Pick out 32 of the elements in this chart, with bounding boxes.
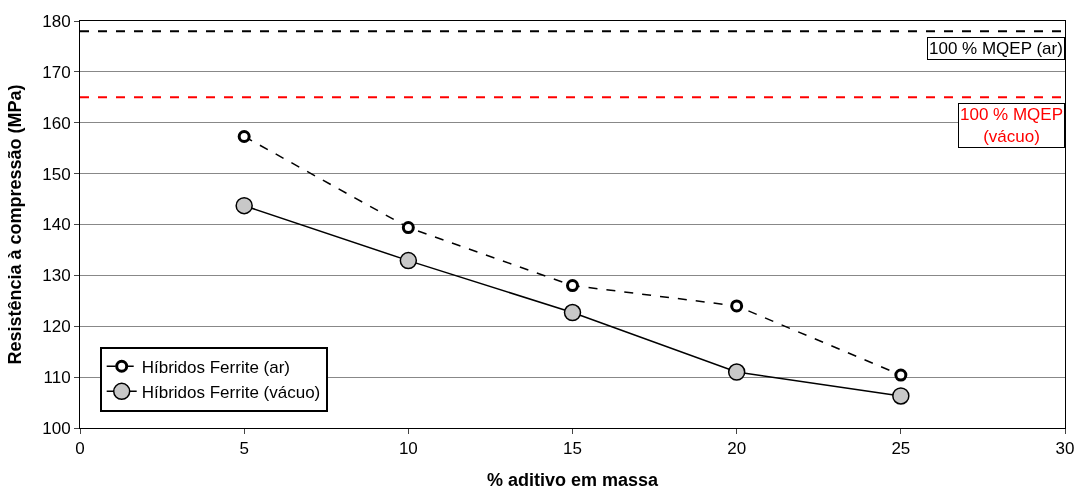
y-tick-label: 150 — [42, 164, 71, 184]
y-tick-label: 180 — [42, 11, 71, 31]
point — [235, 196, 253, 215]
point — [399, 251, 418, 270]
y-tick-label: 170 — [42, 62, 71, 82]
y-tick-label: 130 — [42, 266, 71, 286]
y-tick-label: 100 — [42, 418, 71, 438]
y-tick-label: 110 — [43, 368, 71, 388]
point — [401, 221, 415, 235]
x-tick-label: 5 — [239, 439, 249, 459]
legend-label: Híbridos Ferrite (ar) — [141, 357, 291, 377]
y-tick-label: 160 — [42, 113, 71, 133]
point — [566, 279, 579, 293]
y-tick-label: 140 — [42, 215, 71, 235]
legend-label: Híbridos Ferrite (vácuo) — [141, 383, 321, 402]
x-axis-title: % aditivo em massa — [486, 469, 660, 490]
ref-line-label: 100 % MQEP (ar) — [929, 39, 1063, 58]
y-tick-label: 120 — [42, 317, 71, 337]
x-tick-label: 20 — [727, 439, 747, 459]
point — [727, 363, 746, 381]
x-tick-label: 25 — [891, 439, 911, 459]
point — [892, 387, 910, 405]
point — [237, 129, 251, 143]
point — [894, 368, 908, 382]
x-tick-label: 0 — [75, 439, 85, 459]
y-axis-title: Resistência à compressão (MPa) — [5, 84, 26, 365]
x-tick-label: 10 — [398, 439, 418, 459]
x-tick-label: 15 — [563, 439, 582, 459]
ref-line-label: 100 % MQEP (vácuo) — [960, 105, 1063, 147]
x-tick-label: 30 — [1055, 439, 1075, 459]
point — [730, 299, 744, 313]
point — [563, 303, 582, 322]
